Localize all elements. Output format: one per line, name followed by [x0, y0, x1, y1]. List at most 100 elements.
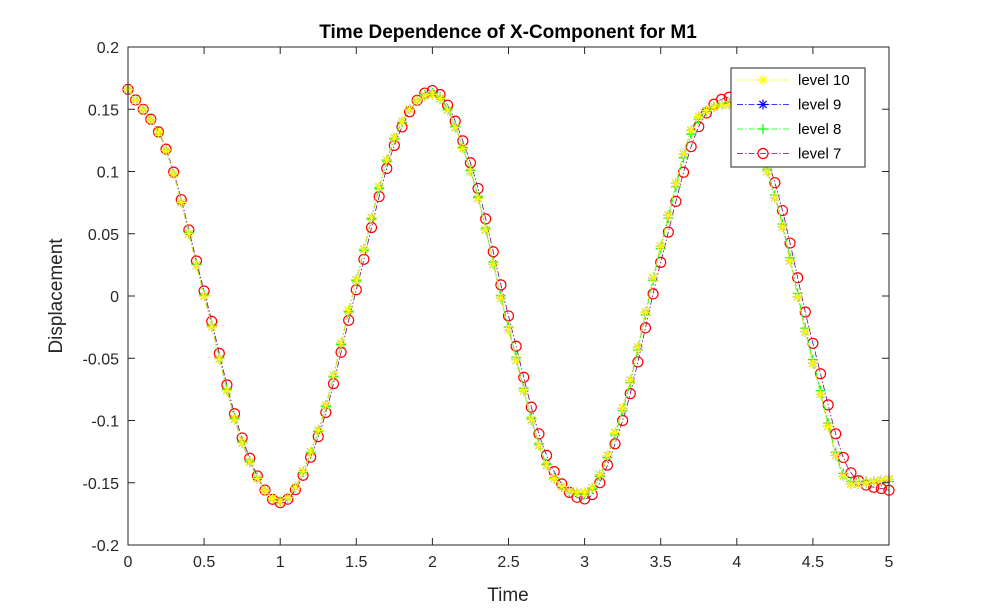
point-level-10 — [579, 487, 590, 498]
legend-label: level 7 — [798, 146, 841, 163]
x-axis-label: Time — [487, 585, 529, 606]
point-level-7 — [769, 177, 781, 189]
point-level-10 — [389, 132, 400, 143]
point-level-7 — [830, 428, 842, 440]
point-level-10 — [366, 212, 377, 223]
point-level-10 — [161, 145, 172, 156]
point-level-10 — [815, 389, 826, 400]
point-level-10 — [267, 493, 278, 504]
point-level-10 — [138, 104, 149, 115]
point-level-10 — [807, 358, 818, 369]
chart-title: Time Dependence of X-Component for M1 — [319, 22, 697, 43]
point-level-10 — [412, 95, 423, 106]
point-level-10 — [488, 259, 499, 270]
point-level-10 — [237, 437, 248, 448]
point-level-10 — [396, 116, 407, 127]
point-level-7 — [799, 306, 811, 318]
point-level-10 — [199, 291, 210, 301]
point-level-10 — [693, 111, 704, 122]
point-level-10 — [785, 255, 796, 266]
point-level-7 — [784, 237, 796, 249]
point-level-10 — [556, 481, 567, 492]
legend-label: level 9 — [798, 97, 841, 114]
point-level-10 — [518, 385, 529, 396]
legend-item-level-10: level 10 — [737, 72, 850, 89]
point-level-10 — [465, 166, 476, 177]
point-level-7 — [533, 428, 545, 440]
point-level-10 — [259, 485, 270, 496]
x-tick-label: 3.5 — [650, 554, 672, 571]
point-level-7 — [518, 371, 530, 383]
point-level-10 — [336, 338, 347, 349]
legend-label: level 8 — [798, 121, 841, 138]
point-level-7 — [632, 356, 644, 368]
point-level-10 — [625, 375, 636, 386]
point-level-10 — [511, 354, 522, 365]
point-level-10 — [526, 414, 537, 425]
point-level-10 — [564, 485, 575, 496]
legend-marker — [758, 75, 768, 85]
point-level-10 — [792, 291, 803, 302]
point-level-10 — [823, 421, 834, 432]
point-level-10 — [145, 114, 156, 125]
point-level-10 — [450, 122, 461, 133]
x-tick-label: 2.5 — [497, 554, 519, 571]
point-level-10 — [549, 473, 560, 484]
point-level-10 — [435, 93, 446, 104]
point-level-10 — [313, 425, 324, 436]
point-level-10 — [678, 148, 689, 159]
legend-item-level-7: level 7 — [737, 146, 841, 163]
point-level-10 — [176, 197, 187, 208]
point-level-7 — [502, 310, 515, 322]
point-level-10 — [769, 192, 780, 203]
x-tick-label: 1 — [276, 554, 285, 571]
point-level-10 — [861, 477, 872, 488]
legend-marker — [758, 124, 768, 134]
x-tick-label: 0 — [124, 554, 133, 571]
point-level-10 — [442, 105, 453, 116]
point-level-10 — [800, 326, 811, 337]
x-tick-label: 1.5 — [345, 554, 367, 571]
point-level-7 — [487, 246, 499, 258]
point-level-7 — [670, 195, 682, 208]
y-tick-label: -0.2 — [91, 538, 119, 555]
point-level-10 — [183, 228, 194, 239]
point-level-10 — [587, 482, 598, 493]
y-tick-label: 0.2 — [97, 40, 119, 57]
point-level-10 — [503, 324, 514, 335]
point-level-10 — [404, 104, 415, 115]
point-level-10 — [221, 385, 232, 396]
point-level-10 — [495, 293, 506, 304]
x-tick-label: 4 — [732, 554, 741, 571]
point-level-10 — [708, 101, 719, 112]
point-level-10 — [716, 100, 727, 111]
point-level-10 — [640, 307, 651, 318]
point-level-10 — [533, 440, 544, 451]
point-level-10 — [876, 475, 887, 486]
point-level-7 — [510, 340, 522, 352]
y-tick-label: -0.15 — [83, 476, 120, 493]
point-level-10 — [670, 178, 681, 189]
legend-item-level-9: level 9 — [737, 97, 841, 114]
point-level-10 — [130, 95, 141, 106]
point-level-10 — [838, 471, 849, 482]
point-level-10 — [358, 244, 369, 255]
y-tick-label: -0.05 — [83, 351, 120, 368]
point-level-10 — [594, 469, 605, 480]
point-level-10 — [610, 427, 621, 438]
point-level-10 — [830, 450, 841, 461]
point-level-7 — [655, 256, 667, 268]
x-tick-label: 5 — [885, 554, 894, 571]
point-level-7 — [525, 401, 537, 413]
point-level-10 — [328, 370, 339, 381]
x-tick-label: 2 — [428, 554, 437, 571]
legend: level 10 level 9 level 8 level 7 — [730, 67, 866, 168]
axes: 0 0.5 1 1.5 2 2.5 3 3.5 4 4.5 5 0.2 0.15 0.1 0.05 0 -0.0… — [83, 40, 894, 571]
point-level-10 — [617, 403, 628, 414]
point-level-10 — [244, 457, 255, 468]
point-level-10 — [191, 260, 202, 271]
legend-marker — [758, 99, 768, 110]
point-level-10 — [632, 342, 643, 353]
